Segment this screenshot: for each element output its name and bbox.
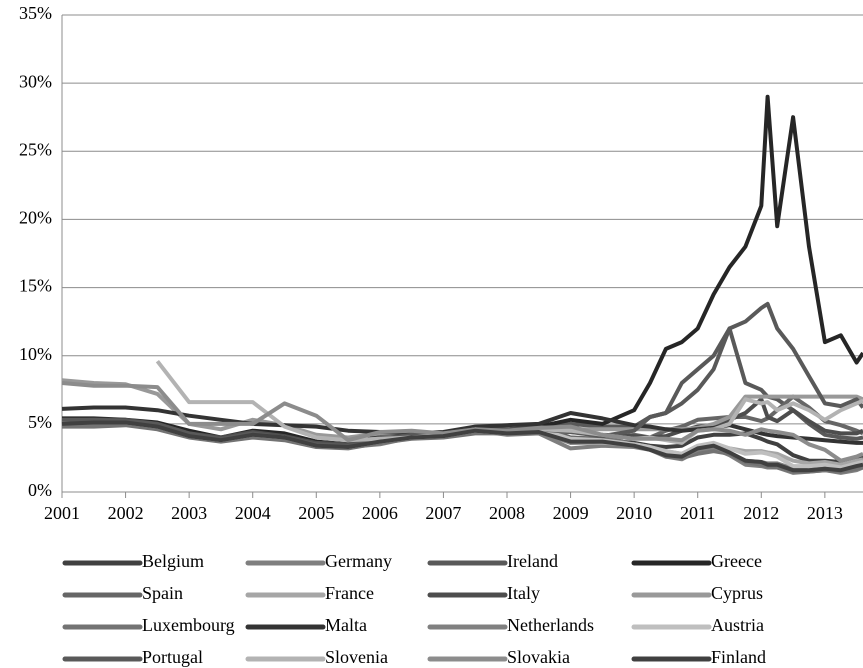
- legend-label: Slovenia: [325, 647, 388, 667]
- legend-label: Netherlands: [507, 615, 594, 635]
- x-tick-label: 2002: [108, 503, 144, 523]
- x-tick-label: 2013: [807, 503, 843, 523]
- y-tick-label: 25%: [19, 139, 52, 159]
- y-tick-label: 0%: [28, 480, 52, 500]
- legend-label: Greece: [711, 551, 762, 571]
- y-tick-label: 15%: [19, 276, 52, 296]
- legend-label: Malta: [325, 615, 367, 635]
- x-tick-label: 2009: [553, 503, 589, 523]
- legend-label: Finland: [711, 647, 766, 667]
- x-tick-label: 2003: [171, 503, 207, 523]
- legend-label: Slovakia: [507, 647, 570, 667]
- x-tick-label: 2001: [44, 503, 80, 523]
- legend-label: Belgium: [142, 551, 204, 571]
- x-tick-label: 2006: [362, 503, 398, 523]
- x-tick-label: 2004: [235, 503, 271, 523]
- legend-label: Germany: [325, 551, 392, 571]
- legend-label: Portugal: [142, 647, 203, 667]
- legend-label: Luxembourg: [142, 615, 235, 635]
- legend-label: Austria: [711, 615, 764, 635]
- x-tick-label: 2011: [680, 503, 715, 523]
- x-tick-label: 2012: [743, 503, 779, 523]
- x-tick-label: 2008: [489, 503, 525, 523]
- legend-label: France: [325, 583, 374, 603]
- legend-label: Spain: [142, 583, 183, 603]
- series-line: [61, 381, 863, 463]
- series-line: [61, 420, 863, 473]
- legend-label: Italy: [507, 583, 540, 603]
- x-tick-label: 2005: [298, 503, 334, 523]
- y-tick-label: 35%: [19, 3, 52, 23]
- legend-label: Ireland: [507, 551, 558, 571]
- y-tick-label: 20%: [19, 208, 52, 228]
- y-tick-label: 10%: [19, 344, 52, 364]
- x-tick-label: 2010: [616, 503, 652, 523]
- x-tick-label: 2007: [425, 503, 461, 523]
- legend-label: Cyprus: [711, 583, 763, 603]
- y-tick-label: 30%: [19, 71, 52, 91]
- y-tick-label: 5%: [28, 412, 52, 432]
